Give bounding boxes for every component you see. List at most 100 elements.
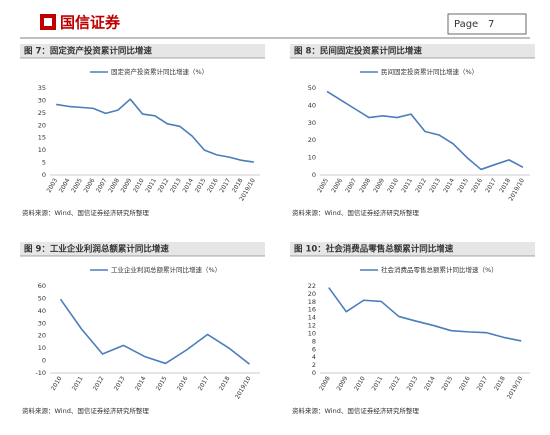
x-tick-label: 2012 xyxy=(414,177,428,194)
y-tick-label: 60 xyxy=(38,282,46,290)
y-tick-label: 4 xyxy=(312,353,316,361)
y-tick-label: 50 xyxy=(38,294,46,302)
x-tick-label: 2018 xyxy=(498,177,512,194)
x-tick-label: 2017 xyxy=(484,177,498,194)
x-tick-label: 2007 xyxy=(95,177,109,194)
series-line xyxy=(328,287,522,342)
x-tick-label: 2016 xyxy=(176,375,190,392)
y-tick-label: 5 xyxy=(42,159,46,167)
x-tick-label: 2018 xyxy=(493,375,507,392)
y-tick-label: 8 xyxy=(312,337,316,345)
x-tick-label: 2013 xyxy=(113,375,127,392)
legend-label: 社会消费品零售总额累计同比增速（%） xyxy=(381,265,498,274)
page-number: 7 xyxy=(488,19,494,30)
x-tick-label: 2006 xyxy=(83,177,97,194)
series-line xyxy=(59,298,250,365)
y-tick-label: 6 xyxy=(312,345,316,353)
x-tick-label: 2011 xyxy=(371,375,385,392)
y-tick-label: 18 xyxy=(308,298,316,306)
y-tick-label: 20 xyxy=(308,290,316,298)
page-box xyxy=(447,13,527,35)
figure-title: 图 9：工业企业利润总额累计同比增速 xyxy=(24,244,169,255)
x-tick-label: 2015 xyxy=(456,177,470,194)
y-tick-label: 10 xyxy=(38,146,46,154)
x-tick-label: 2008 xyxy=(318,375,332,392)
source-note: 资料来源：Wind、国信证券经济研究所整理 xyxy=(292,208,419,217)
x-tick-label: 2017 xyxy=(218,177,232,194)
figure-title: 图 8：民间固定投资累计同比增速 xyxy=(294,46,422,57)
x-tick-label: 2017 xyxy=(476,375,490,392)
y-tick-label: 0 xyxy=(312,369,316,377)
x-tick-label: 2006 xyxy=(330,177,344,194)
x-tick-label: 2005 xyxy=(316,177,330,194)
y-tick-label: 0 xyxy=(312,171,316,179)
y-tick-label: 10 xyxy=(308,154,316,162)
x-tick-label: 2013 xyxy=(169,177,183,194)
x-tick-label: 2016 xyxy=(470,177,484,194)
y-tick-label: 14 xyxy=(308,314,316,322)
y-tick-label: 15 xyxy=(38,134,46,142)
y-tick-label: 20 xyxy=(308,136,316,144)
y-tick-label: 0 xyxy=(42,171,46,179)
x-tick-label: 2009 xyxy=(372,177,386,194)
y-tick-label: 0 xyxy=(42,357,46,365)
x-tick-label: 2011 xyxy=(144,177,158,194)
x-tick-label: 2009 xyxy=(336,375,350,392)
x-tick-label: 2011 xyxy=(71,375,85,392)
figure-title-bar xyxy=(20,242,265,256)
y-tick-label: 22 xyxy=(308,282,316,290)
y-tick-label: 50 xyxy=(308,84,316,92)
x-tick-label: 2014 xyxy=(134,375,148,392)
x-tick-label: 2016 xyxy=(206,177,220,194)
x-tick-label: 2014 xyxy=(442,177,456,194)
source-note: 资料来源：Wind、国信证券经济研究所整理 xyxy=(292,406,419,415)
x-tick-label: 2008 xyxy=(358,177,372,194)
x-tick-label: 2018 xyxy=(218,375,232,392)
x-tick-label: 2019/10 xyxy=(234,375,253,400)
x-tick-label: 2010 xyxy=(353,375,367,392)
legend-label: 工业企业利润总额累计同比增速（%） xyxy=(111,265,221,274)
x-tick-label: 2010 xyxy=(386,177,400,194)
source-note: 资料来源：Wind、国信证券经济研究所整理 xyxy=(22,208,149,217)
legend-label: 民间固定投资累计同比增速（%） xyxy=(381,67,478,76)
x-tick-label: 2013 xyxy=(406,375,420,392)
x-tick-label: 2014 xyxy=(181,177,195,194)
y-tick-label: 30 xyxy=(38,96,46,104)
y-tick-label: 20 xyxy=(38,121,46,129)
x-tick-label: 2012 xyxy=(92,375,106,392)
x-tick-label: 2015 xyxy=(441,375,455,392)
logo-text: 国信证券 xyxy=(60,14,121,32)
x-tick-label: 2005 xyxy=(70,177,84,194)
x-tick-label: 2007 xyxy=(344,177,358,194)
y-tick-label: 2 xyxy=(312,361,316,369)
figure-title-bar xyxy=(290,242,535,256)
x-tick-label: 2003 xyxy=(46,177,60,194)
y-tick-label: 16 xyxy=(308,306,316,314)
y-tick-label: 35 xyxy=(38,84,46,92)
y-tick-label: 10 xyxy=(308,329,316,337)
x-tick-label: 2017 xyxy=(197,375,211,392)
figure-title-bar xyxy=(290,44,535,58)
x-tick-label: 2012 xyxy=(388,375,402,392)
x-tick-label: 2010 xyxy=(50,375,64,392)
x-tick-label: 2015 xyxy=(155,375,169,392)
series-line xyxy=(56,98,254,163)
x-tick-label: 2004 xyxy=(58,177,72,194)
x-tick-label: 2010 xyxy=(132,177,146,194)
legend-label: 固定资产投资累计同比增速（%） xyxy=(111,67,208,76)
y-tick-label: 12 xyxy=(308,322,316,330)
x-tick-label: 2019/10 xyxy=(506,375,525,400)
y-tick-label: 25 xyxy=(38,109,46,117)
y-tick-label: 40 xyxy=(308,101,316,109)
figure-title: 图 10：社会消费品零售总额累计同比增速 xyxy=(294,244,454,255)
x-tick-label: 2011 xyxy=(400,177,414,194)
y-tick-label: -10 xyxy=(35,369,46,377)
x-tick-label: 2008 xyxy=(107,177,121,194)
y-tick-label: 30 xyxy=(38,319,46,327)
source-note: 资料来源：Wind、国信证券经济研究所整理 xyxy=(22,406,149,415)
x-tick-label: 2009 xyxy=(120,177,134,194)
figure-title: 图 7：固定资产投资累计同比增速 xyxy=(24,46,152,57)
y-tick-label: 30 xyxy=(308,119,316,127)
page-label: Page xyxy=(454,19,478,30)
